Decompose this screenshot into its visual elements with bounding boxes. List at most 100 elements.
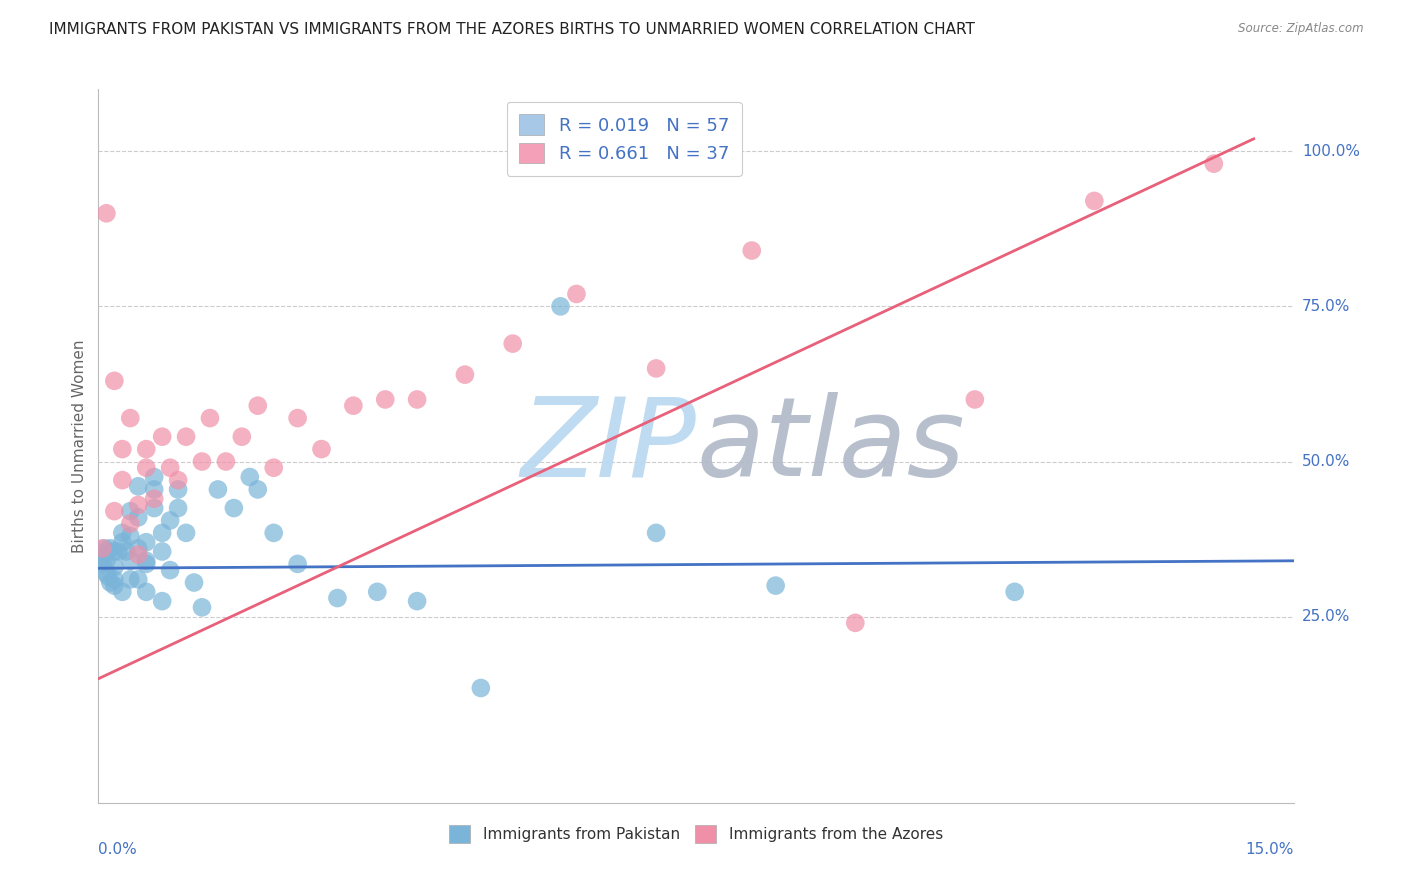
Point: [96, 544, 118, 558]
Point: [143, 483, 166, 497]
Text: 50.0%: 50.0%: [1302, 454, 1350, 469]
Point: [502, 336, 524, 351]
Point: [174, 430, 197, 444]
Point: [191, 600, 214, 615]
Point: [246, 483, 269, 497]
Point: [222, 501, 245, 516]
Point: [111, 535, 134, 549]
Point: [96, 206, 118, 220]
Point: [645, 361, 668, 376]
Point: [115, 544, 138, 558]
Point: [159, 513, 181, 527]
Point: [406, 594, 429, 608]
Legend: Immigrants from Pakistan, Immigrants from the Azores: Immigrants from Pakistan, Immigrants fro…: [443, 819, 949, 848]
Point: [103, 504, 125, 518]
Point: [120, 411, 142, 425]
Point: [565, 287, 588, 301]
Point: [103, 374, 125, 388]
Point: [127, 510, 149, 524]
Point: [120, 529, 142, 543]
Point: [98, 541, 122, 556]
Point: [342, 399, 364, 413]
Text: 0.0%: 0.0%: [98, 842, 138, 856]
Point: [159, 563, 181, 577]
Point: [120, 504, 142, 518]
Point: [167, 501, 190, 516]
Point: [135, 442, 157, 456]
Point: [150, 525, 173, 540]
Text: 15.0%: 15.0%: [1246, 842, 1294, 856]
Point: [167, 483, 190, 497]
Point: [374, 392, 396, 407]
Point: [167, 473, 190, 487]
Point: [844, 615, 866, 630]
Point: [287, 411, 309, 425]
Point: [103, 573, 125, 587]
Point: [239, 470, 262, 484]
Point: [150, 544, 173, 558]
Point: [1083, 194, 1105, 208]
Text: ZIP: ZIP: [520, 392, 696, 500]
Point: [645, 525, 668, 540]
Point: [127, 498, 149, 512]
Point: [135, 535, 157, 549]
Point: [231, 430, 253, 444]
Point: [143, 491, 166, 506]
Point: [107, 544, 129, 558]
Point: [96, 554, 118, 568]
Point: [765, 579, 787, 593]
Point: [94, 541, 117, 556]
Point: [127, 548, 149, 562]
Point: [741, 244, 763, 258]
Point: [91, 557, 114, 571]
Point: [135, 460, 157, 475]
Point: [120, 516, 142, 531]
Point: [111, 525, 134, 540]
Point: [103, 560, 125, 574]
Point: [454, 368, 477, 382]
Text: 25.0%: 25.0%: [1302, 609, 1350, 624]
Text: 75.0%: 75.0%: [1302, 299, 1350, 314]
Point: [174, 525, 197, 540]
Point: [963, 392, 986, 407]
Point: [143, 470, 166, 484]
Point: [97, 569, 120, 583]
Point: [198, 411, 221, 425]
Point: [215, 454, 238, 468]
Point: [98, 575, 122, 590]
Point: [91, 550, 114, 565]
Point: [143, 501, 166, 516]
Point: [135, 584, 157, 599]
Point: [111, 473, 134, 487]
Point: [326, 591, 349, 605]
Point: [550, 299, 572, 313]
Point: [127, 541, 149, 556]
Point: [263, 460, 285, 475]
Point: [366, 584, 388, 599]
Point: [96, 566, 118, 581]
Point: [127, 573, 149, 587]
Text: 100.0%: 100.0%: [1302, 144, 1360, 159]
Point: [127, 479, 149, 493]
Point: [111, 442, 134, 456]
Point: [103, 579, 125, 593]
Point: [135, 554, 157, 568]
Point: [120, 554, 142, 568]
Text: Source: ZipAtlas.com: Source: ZipAtlas.com: [1239, 22, 1364, 36]
Point: [406, 392, 429, 407]
Point: [159, 460, 181, 475]
Y-axis label: Births to Unmarried Women: Births to Unmarried Women: [72, 339, 87, 553]
Point: [287, 557, 309, 571]
Point: [91, 541, 114, 556]
Point: [150, 594, 173, 608]
Point: [207, 483, 229, 497]
Point: [191, 454, 214, 468]
Text: atlas: atlas: [696, 392, 965, 500]
Point: [1004, 584, 1026, 599]
Point: [246, 399, 269, 413]
Point: [183, 575, 205, 590]
Point: [111, 584, 134, 599]
Point: [120, 573, 142, 587]
Point: [135, 557, 157, 571]
Point: [1202, 156, 1225, 170]
